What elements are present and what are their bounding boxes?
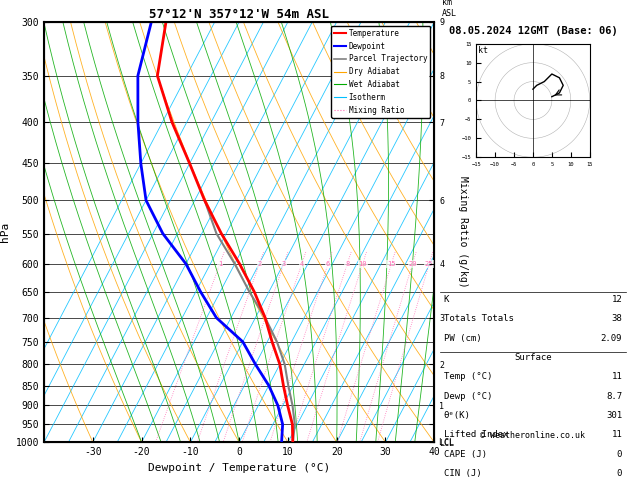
Legend: Temperature, Dewpoint, Parcel Trajectory, Dry Adiabat, Wet Adiabat, Isotherm, Mi: Temperature, Dewpoint, Parcel Trajectory…	[331, 26, 430, 118]
Text: 25: 25	[425, 261, 433, 267]
X-axis label: Dewpoint / Temperature (°C): Dewpoint / Temperature (°C)	[148, 463, 330, 473]
Text: 8.7: 8.7	[606, 392, 622, 401]
Text: 2: 2	[257, 261, 262, 267]
Text: Totals Totals: Totals Totals	[443, 314, 514, 324]
Text: LCL: LCL	[434, 438, 454, 447]
Text: Surface: Surface	[514, 353, 552, 362]
Text: 301: 301	[606, 411, 622, 420]
Text: 6: 6	[326, 261, 330, 267]
Text: 12: 12	[611, 295, 622, 304]
Text: 3: 3	[282, 261, 286, 267]
Text: Dewp (°C): Dewp (°C)	[443, 392, 492, 401]
Text: 11: 11	[611, 372, 622, 382]
Text: CIN (J): CIN (J)	[443, 469, 481, 478]
Text: 10: 10	[359, 261, 367, 267]
Text: 1: 1	[218, 261, 222, 267]
Text: CAPE (J): CAPE (J)	[443, 450, 487, 459]
Text: 38: 38	[611, 314, 622, 324]
Text: kt: kt	[479, 46, 489, 55]
Text: 8: 8	[345, 261, 350, 267]
Y-axis label: hPa: hPa	[0, 222, 10, 242]
Text: 08.05.2024 12GMT (Base: 06): 08.05.2024 12GMT (Base: 06)	[448, 26, 617, 36]
Text: 0: 0	[617, 450, 622, 459]
Text: © weatheronline.co.uk: © weatheronline.co.uk	[481, 431, 586, 440]
Text: 4: 4	[299, 261, 304, 267]
Text: 11: 11	[611, 431, 622, 439]
Text: 0: 0	[617, 469, 622, 478]
Y-axis label: Mixing Ratio (g/kg): Mixing Ratio (g/kg)	[458, 176, 468, 288]
Text: θᵉ(K): θᵉ(K)	[443, 411, 470, 420]
Text: K: K	[443, 295, 449, 304]
Text: PW (cm): PW (cm)	[443, 334, 481, 343]
Text: Temp (°C): Temp (°C)	[443, 372, 492, 382]
Title: 57°12'N 357°12'W 54m ASL: 57°12'N 357°12'W 54m ASL	[149, 8, 329, 21]
Text: Lifted Index: Lifted Index	[443, 431, 508, 439]
Text: km
ASL: km ASL	[442, 0, 457, 17]
Text: 20: 20	[408, 261, 417, 267]
Text: 2.09: 2.09	[601, 334, 622, 343]
Text: 15: 15	[387, 261, 396, 267]
